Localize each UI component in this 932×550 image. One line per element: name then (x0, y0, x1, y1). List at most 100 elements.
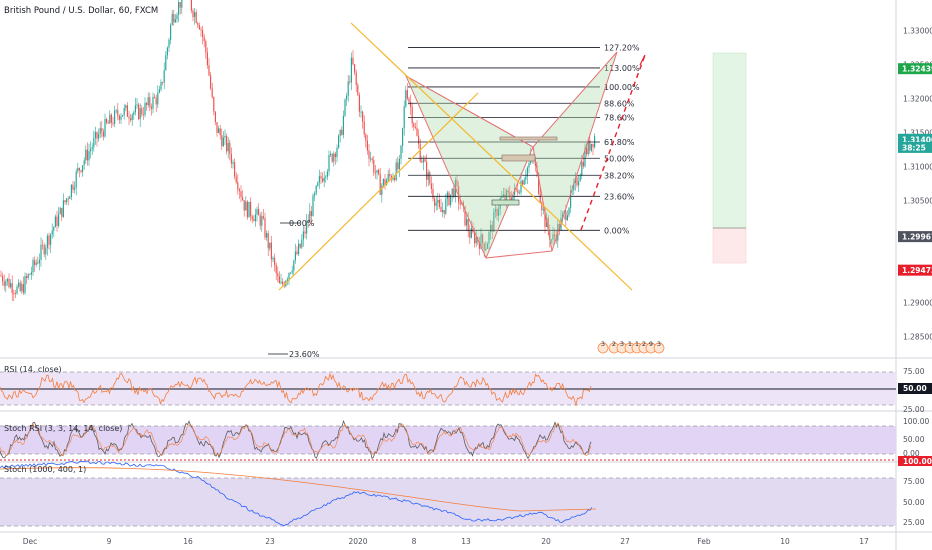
candle-body (416, 127, 418, 136)
candle-body (565, 211, 567, 221)
price-tick: 1.28500 (903, 332, 932, 341)
candle-body (320, 176, 322, 179)
candle-body (291, 270, 293, 273)
chart-title: British Pound / U.S. Dollar, 60, FXCM (4, 6, 158, 16)
price-tag-label: 1.29473 (902, 266, 932, 275)
candle-body (467, 218, 469, 232)
candle-body (19, 282, 21, 291)
candle-body (93, 138, 95, 148)
candle-body (507, 190, 509, 193)
candle-body (278, 276, 280, 284)
candle-body (350, 57, 352, 83)
candle-body (288, 273, 290, 280)
candle-body (387, 173, 389, 181)
pattern-badge-label: 9 (649, 340, 653, 348)
time-tick: 16 (183, 537, 193, 546)
candle-body (54, 216, 56, 228)
candle-body (72, 184, 74, 190)
time-tick: 20 (541, 537, 551, 546)
candle-body (568, 207, 570, 216)
candle-body (485, 248, 487, 251)
candle-body (360, 111, 362, 113)
candle-body (398, 158, 400, 170)
left-fib-236-label: 23.60% (289, 350, 320, 359)
candle-body (275, 264, 277, 274)
target-zone (712, 52, 747, 229)
candle-body (258, 209, 260, 216)
candle-body (365, 134, 367, 141)
candle-body (354, 64, 356, 73)
candle-body (130, 118, 132, 121)
candle-body (229, 142, 231, 154)
candle-body (246, 201, 248, 218)
price-tag-label: 38:25 (902, 143, 926, 152)
candle-body (406, 90, 408, 99)
candle-body (158, 89, 160, 93)
pattern-badge-label: 1 (628, 340, 632, 348)
candle-body (587, 140, 589, 155)
projection-arrow (639, 54, 646, 66)
candle-body (101, 128, 103, 132)
candle-body (302, 231, 304, 240)
candle-body (552, 234, 554, 240)
candle-body (512, 194, 514, 202)
candle-body (26, 276, 28, 279)
left-fib-zero-label: 0.00% (289, 219, 315, 228)
candle-body (376, 169, 378, 173)
fib-level-label: 0.00% (604, 226, 630, 235)
projection-dash (580, 54, 646, 231)
candle-body (277, 273, 279, 277)
stoch-d-line (0, 467, 597, 512)
candle-body (493, 211, 495, 232)
candle-body (11, 283, 13, 294)
harmonic-pattern[interactable] (404, 51, 646, 260)
candle-body (59, 207, 61, 215)
candle-body (198, 25, 200, 30)
candle-body (392, 177, 394, 180)
price-tick: 1.31000 (903, 162, 932, 171)
trend-lines[interactable] (278, 22, 633, 291)
time-tick: 23 (265, 537, 275, 546)
candle-body (110, 114, 112, 123)
fib-level-label: 88.60% (604, 99, 635, 108)
candle-body (16, 286, 18, 294)
candle-body (522, 180, 524, 185)
candle-body (525, 176, 527, 180)
time-axis[interactable]: Dec 9 16 23 2020 8 13 20 27 Feb 10 17 (23, 537, 869, 546)
time-tick: 10 (780, 537, 790, 546)
indicator-axes: 75.00 50.00 25.00 100.00 50.00 0.00 100.… (898, 367, 932, 527)
pattern-badge[interactable] (653, 342, 665, 354)
candle-body (544, 209, 546, 228)
candle-body (126, 105, 128, 117)
candle-body (221, 135, 223, 147)
candle-body (173, 13, 175, 23)
candle-body (107, 122, 109, 124)
candle-body (70, 184, 72, 197)
rsi-tick-25: 25.00 (903, 405, 925, 414)
candle-body (50, 234, 52, 245)
time-tick: 9 (107, 537, 112, 546)
candle-body (518, 192, 520, 194)
candle-body (352, 57, 354, 65)
pattern-badge[interactable] (597, 342, 609, 354)
candle-body (96, 131, 98, 139)
candle-body (3, 281, 5, 286)
stochrsi-k-line (0, 419, 592, 460)
candle-body (210, 75, 212, 89)
candle-body (45, 247, 47, 255)
candle-body (136, 104, 138, 106)
candle-body (272, 257, 274, 260)
candle-body (138, 104, 140, 120)
long-position-tool[interactable] (712, 52, 747, 264)
candle-body (342, 115, 344, 135)
candle-body (576, 178, 578, 186)
candle-body (251, 216, 253, 220)
time-tick: 13 (461, 537, 471, 546)
stochrsi-level-label: 100.00 (903, 457, 932, 466)
candle-body (347, 81, 349, 97)
candle-body (181, 0, 183, 8)
candle-body (426, 161, 428, 180)
candle-body (190, 0, 192, 11)
